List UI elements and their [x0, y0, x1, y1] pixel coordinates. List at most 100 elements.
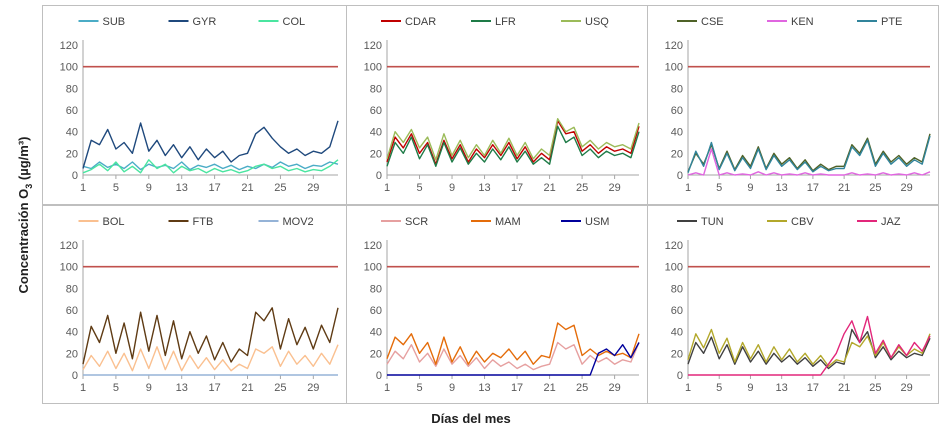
y-tick-label: 0: [376, 170, 382, 182]
x-tick-label: 29: [608, 182, 620, 194]
y-tick-label: 80: [671, 283, 683, 295]
y-tick-label: 40: [671, 127, 683, 139]
chart-svg: CDAR LFR USQ 0 20 40 60 80 100 120 1 5 9 13 17 21 25 29: [364, 16, 640, 194]
x-tick-label: 25: [576, 182, 588, 194]
x-tick-label: 25: [274, 382, 286, 394]
y-tick-label: 40: [370, 127, 382, 139]
series-line-mam: [386, 322, 640, 365]
chart-panel-5: SCR MAM USM 0 20 40 60 80 100 120 1 5 9 13 17 21 25 29: [346, 205, 648, 404]
legend-label-mov2: MOV2: [283, 216, 314, 228]
y-tick-label: 120: [60, 240, 78, 252]
y-tick-label: 0: [376, 370, 382, 382]
x-tick-label: 5: [716, 382, 722, 394]
x-tick-label: 17: [807, 182, 819, 194]
y-tick-label: 0: [677, 370, 683, 382]
y-tick-label: 20: [370, 348, 382, 360]
x-tick-label: 21: [543, 382, 555, 394]
y-tick-label: 120: [364, 240, 382, 252]
legend-label-cbv: CBV: [791, 216, 814, 228]
y-tick-label: 80: [370, 283, 382, 295]
y-tick-label: 40: [671, 327, 683, 339]
x-tick-label: 29: [900, 382, 912, 394]
chart-svg: TUN CBV JAZ 0 20 40 60 80 100 120 1 5 9 13 17 21 25 29: [665, 216, 931, 394]
y-tick-label: 100: [364, 62, 382, 74]
x-tick-label: 9: [747, 182, 753, 194]
chart-panel-3: CSE KEN PTE 0 20 40 60 80 100 120 1 5 9 13 17 21 25 29: [647, 5, 939, 205]
series-line-sub: [82, 161, 339, 171]
y-tick-label: 60: [66, 305, 78, 317]
x-axis-label: Días del mes: [431, 411, 511, 426]
chart-svg: CSE KEN PTE 0 20 40 60 80 100 120 1 5 9 13 17 21 25 29: [665, 16, 931, 194]
series-line-ken: [687, 148, 931, 176]
series-line-usm: [387, 342, 640, 376]
x-tick-label: 5: [113, 182, 119, 194]
x-tick-label: 5: [416, 182, 422, 194]
x-tick-label: 1: [384, 182, 390, 194]
legend-label-gyr: GYR: [193, 16, 217, 28]
x-tick-label: 25: [576, 382, 588, 394]
x-tick-label: 29: [307, 382, 319, 394]
series-line-ftb: [82, 307, 339, 365]
y-tick-label: 40: [66, 127, 78, 139]
x-tick-label: 13: [776, 382, 788, 394]
series-line-lfr: [386, 125, 640, 168]
x-tick-label: 29: [608, 382, 620, 394]
x-tick-label: 21: [241, 182, 253, 194]
x-tick-label: 9: [146, 382, 152, 394]
y-tick-label: 100: [665, 262, 683, 274]
x-tick-label: 17: [208, 382, 220, 394]
x-tick-label: 1: [685, 182, 691, 194]
series-line-col: [82, 159, 339, 174]
y-tick-label: 0: [72, 170, 78, 182]
y-tick-label: 100: [60, 62, 78, 74]
y-axis-label: Concentración O3 (µg/m³): [16, 137, 34, 294]
series-line-scr: [386, 341, 640, 371]
y-tick-label: 40: [370, 327, 382, 339]
x-tick-label: 17: [511, 182, 523, 194]
legend-label-ken: KEN: [791, 16, 814, 28]
x-tick-label: 21: [838, 382, 850, 394]
y-tick-label: 120: [665, 40, 683, 52]
x-tick-label: 9: [449, 382, 455, 394]
legend-label-sub: SUB: [103, 16, 126, 28]
x-tick-label: 1: [384, 382, 390, 394]
x-tick-label: 13: [776, 182, 788, 194]
x-tick-label: 5: [716, 182, 722, 194]
x-tick-label: 25: [274, 182, 286, 194]
series-line-pte: [687, 135, 931, 174]
y-tick-label: 120: [665, 240, 683, 252]
y-tick-label: 120: [60, 40, 78, 52]
series-line-cse: [687, 133, 931, 173]
y-tick-label: 20: [671, 348, 683, 360]
chart-panel-2: CDAR LFR USQ 0 20 40 60 80 100 120 1 5 9 13 17 21 25 29: [346, 5, 648, 205]
series-line-cbv: [687, 328, 931, 368]
series-line-jaz: [688, 315, 931, 376]
y-tick-label: 100: [60, 262, 78, 274]
y-tick-label: 0: [72, 370, 78, 382]
x-tick-label: 9: [747, 382, 753, 394]
x-tick-label: 21: [838, 182, 850, 194]
chart-panel-6: TUN CBV JAZ 0 20 40 60 80 100 120 1 5 9 13 17 21 25 29: [647, 205, 939, 404]
series-line-cdar: [386, 120, 640, 165]
x-tick-label: 1: [80, 182, 86, 194]
y-tick-label: 60: [370, 105, 382, 117]
series-line-usq: [386, 117, 640, 161]
legend-label-usm: USM: [585, 216, 609, 228]
x-tick-label: 13: [478, 182, 490, 194]
y-tick-label: 120: [364, 40, 382, 52]
y-tick-label: 60: [671, 105, 683, 117]
x-tick-label: 25: [869, 182, 881, 194]
legend-label-bol: BOL: [103, 216, 125, 228]
x-tick-label: 13: [478, 382, 490, 394]
x-tick-label: 13: [176, 182, 188, 194]
legend-label-mam: MAM: [495, 216, 521, 228]
series-line-gyr: [82, 120, 339, 169]
y-tick-label: 80: [671, 83, 683, 95]
legend-label-cdar: CDAR: [405, 16, 436, 28]
y-tick-label: 20: [66, 348, 78, 360]
legend-label-cse: CSE: [701, 16, 724, 28]
legend-label-jaz: JAZ: [881, 216, 901, 228]
x-tick-label: 1: [685, 382, 691, 394]
x-tick-label: 9: [146, 182, 152, 194]
x-tick-label: 5: [416, 382, 422, 394]
